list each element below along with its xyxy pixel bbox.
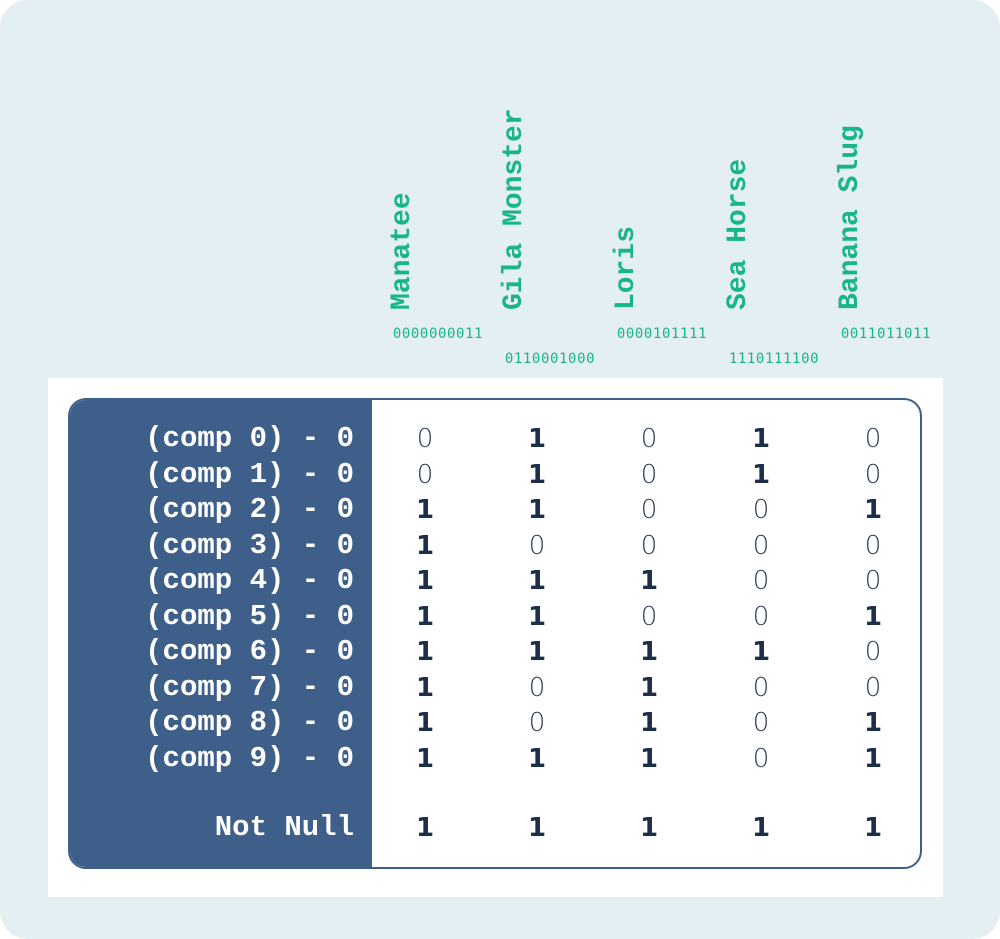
column-name: Sea Horse [723,158,754,310]
table-row-cell: 0 [864,424,882,454]
not-null-row-cell: 1 [415,813,435,843]
table-row-cell: 1 [415,672,435,703]
table-row-cell: 1 [527,637,547,667]
table-row-cell: 1 [415,601,435,632]
table-row-label: (comp 0) - 0 [145,422,354,455]
table-row-cell: 0 [640,601,658,632]
column-header: Gila Monster [499,30,539,310]
table-row-cell: 1 [415,566,435,596]
table-row-cell: 0 [752,566,770,596]
table-row-cell: 0 [640,459,658,490]
column-header: Sea Horse [723,30,763,310]
column-code: 0110001000 [504,351,596,367]
table-row-label: (comp 4) - 0 [145,564,354,597]
column-name: Manatee [387,192,418,310]
table-row-cell: 0 [752,672,770,703]
column-name: Gila Monster [499,108,530,310]
table-row-cell: 1 [527,601,547,632]
table-row-cell: 0 [416,459,434,490]
table-row-cell: 0 [752,708,770,738]
table-row-cell: 1 [415,708,435,738]
column-code: 0011011011 [840,326,932,342]
column-header: Banana Slug [835,30,875,310]
column-name: Loris [611,225,642,310]
table-row-label: (comp 8) - 0 [145,706,354,739]
truth-table: (comp 0) - 0 (comp 1) - 0 (comp 2) - 0 (com… [68,398,922,869]
table-row-cell: 0 [752,495,770,525]
table-row-label: (comp 3) - 0 [145,528,354,562]
table-row-cell: 0 [864,672,882,703]
table-row-label: (comp 6) - 0 [145,635,354,668]
column-name: Banana Slug [835,125,866,310]
table-row-cell: 1 [527,566,547,596]
table-row-cell: 0 [864,459,882,490]
table-row-cell: 1 [639,743,659,774]
table-row-cell: 0 [416,424,434,454]
table-row-cell: 1 [527,424,547,454]
table-row-label: (comp 7) - 0 [145,670,354,704]
table-row-cell: 1 [751,424,771,454]
table-row-cell: 1 [415,530,435,561]
table-row-cell: 0 [528,672,546,703]
table-row-cell: 0 [864,566,882,596]
table-row-cell: 1 [527,495,547,525]
table-row-cell: 1 [415,743,435,774]
not-null-row-cell: 1 [863,813,883,843]
table-row-cell: 0 [752,530,770,561]
table-row-cell: 1 [527,459,547,490]
table-row-cell: 1 [415,637,435,667]
column-code: 0000101111 [616,326,708,342]
not-null-row-cell: 1 [639,813,659,843]
table-row-cell: 1 [863,708,883,738]
table-row-label: (comp 1) - 0 [145,457,354,491]
table-row-cell: 0 [640,424,658,454]
table-row-cell: 0 [528,708,546,738]
not-null-row-cell: 1 [751,813,771,843]
table-row-label: (comp 9) - 0 [145,741,354,775]
column-header: Loris [611,30,651,310]
table-row-cell: 0 [864,637,882,667]
table-row-cell: 0 [864,530,882,561]
table-row-cell: 1 [639,566,659,596]
table-row-cell: 0 [752,743,770,774]
table-row-cell: 0 [752,601,770,632]
row-label-panel: (comp 0) - 0 (comp 1) - 0 (comp 2) - 0 (com… [70,400,372,867]
table-row-cell: 1 [863,743,883,774]
table-row-cell: 1 [415,495,435,525]
table-row-cell: 1 [863,495,883,525]
table-row-cell: 1 [639,708,659,738]
table-row-cell: 0 [640,530,658,561]
table-row-cell: 0 [640,495,658,525]
table-row-cell: 1 [527,743,547,774]
table-row-cell: 1 [751,459,771,490]
column-code: 0000000011 [392,326,484,342]
not-null-row-label: Not Null [214,811,354,844]
table-row-cell: 1 [751,637,771,667]
column-code: 1110111100 [728,351,820,367]
column-header: Manatee [387,30,427,310]
table-row-label: (comp 2) - 0 [145,493,354,526]
not-null-row-cell: 1 [527,813,547,843]
table-row-cell: 1 [639,672,659,703]
table-row-label: (comp 5) - 0 [145,599,354,633]
table-row-cell: 0 [528,530,546,561]
table-row-cell: 1 [639,637,659,667]
table-row-cell: 1 [863,601,883,632]
